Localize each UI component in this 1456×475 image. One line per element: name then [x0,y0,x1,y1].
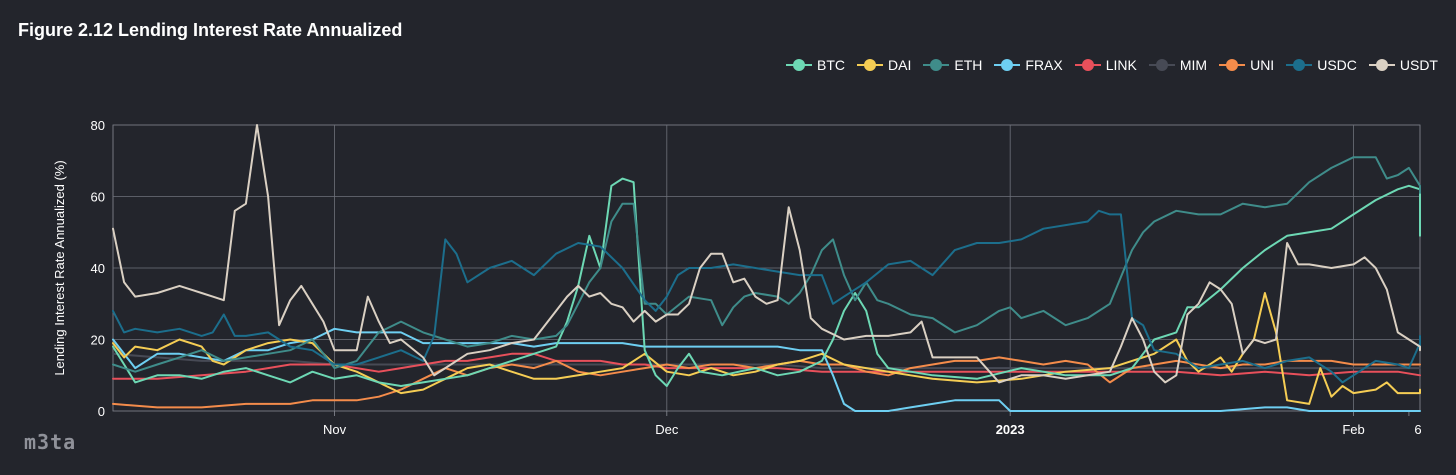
y-tick-label: 60 [91,190,105,205]
legend-swatch-dot [1001,59,1014,71]
series-line-usdt [112,124,1421,384]
legend-item-uni[interactable]: UNI [1219,57,1274,73]
legend-item-mim[interactable]: MIM [1148,57,1208,73]
x-tick-label: Dec [655,422,679,437]
legend-item-usdt[interactable]: USDT [1368,57,1438,73]
series-line-usdc [112,209,1421,384]
chart-legend: BTC DAI ETH FRAX LINK MIM UNI USDC USDT [786,57,1438,73]
y-tick-label: 40 [91,261,105,276]
legend-item-dai[interactable]: DAI [857,57,911,73]
legend-label: DAI [888,57,912,73]
legend-item-btc[interactable]: BTC [786,57,845,73]
legend-swatch-icon [1148,59,1175,71]
legend-swatch-dot [793,59,806,71]
legend-label: MIM [1179,57,1208,73]
legend-label: USDC [1317,57,1357,73]
legend-swatch-icon [1219,59,1246,71]
legend-swatch-icon [857,59,884,71]
legend-swatch-icon [1074,59,1101,71]
legend-label: USDT [1399,57,1438,73]
series-line-btc [112,177,1421,387]
legend-swatch-dot [1375,59,1388,71]
legend-swatch-dot [1155,59,1168,71]
series-line-dai [112,292,1421,405]
x-tick-label: Nov [323,422,347,437]
legend-swatch-dot [864,59,877,71]
legend-item-usdc[interactable]: USDC [1286,57,1357,73]
x-tick-label: 2023 [996,422,1025,437]
legend-label: ETH [954,57,983,73]
legend-swatch-icon [923,59,950,71]
x-tick-label: Feb [1342,422,1364,437]
legend-swatch-icon [786,59,813,71]
legend-swatch-dot [1081,59,1094,71]
legend-label: BTC [817,57,846,73]
chart-title: Figure 2.12 Lending Interest Rate Annual… [18,20,403,40]
y-axis-label: Lending Interest Rate Annualized (%) [52,160,67,375]
legend-label: FRAX [1025,57,1063,73]
legend-swatch-icon [1286,59,1313,71]
brand-logo: m3ta [24,430,77,454]
series-line-eth [112,156,1421,373]
y-tick-label: 0 [98,404,105,419]
legend-item-link[interactable]: LINK [1074,57,1137,73]
legend-swatch-icon [994,59,1021,71]
legend-label: UNI [1250,57,1275,73]
x-tick-label: 6 [1414,422,1421,437]
y-tick-label: 80 [91,118,105,133]
legend-swatch-dot [1293,59,1306,71]
legend-swatch-dot [1226,59,1239,71]
legend-swatch-icon [1368,59,1395,71]
legend-item-frax[interactable]: FRAX [994,57,1063,73]
series-line-link [112,352,1421,380]
series-line-uni [112,356,1421,409]
legend-item-eth[interactable]: ETH [923,57,982,73]
y-tick-label: 20 [91,333,105,348]
legend-label: LINK [1105,57,1137,73]
legend-swatch-dot [930,59,943,71]
